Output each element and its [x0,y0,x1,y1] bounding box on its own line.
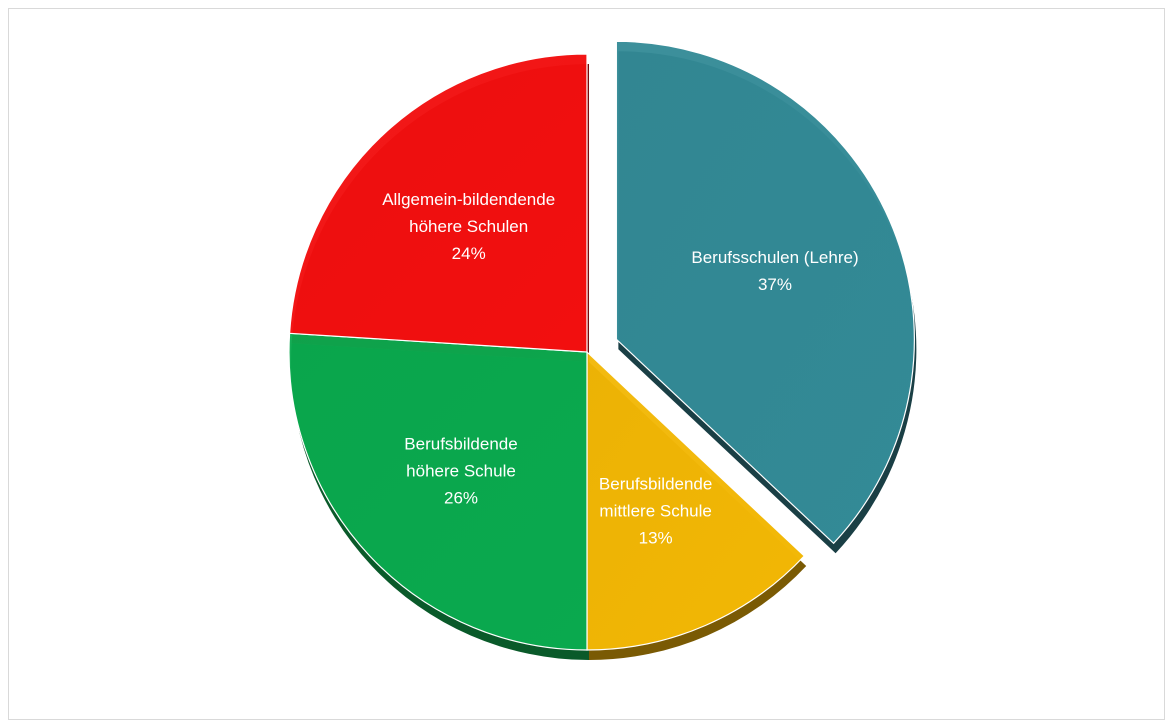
pie-slice [289,333,587,650]
slice-percent-label: 13% [639,529,673,548]
slice-category-label: mittlere Schule [599,502,711,521]
slice-category-label: Berufsbildende [599,475,712,494]
slice-percent-label: 37% [758,275,792,294]
slice-percent-label: 26% [444,488,478,507]
slice-category-label: Berufsbildende [404,434,517,453]
slice-category-label: höhere Schule [406,461,516,480]
slice-category-label: Berufsschulen (Lehre) [691,248,858,267]
slice-category-label: höhere Schulen [409,217,528,236]
slice-category-label: Allgemein-bildendende [382,190,555,209]
slice-percent-label: 24% [452,244,486,263]
